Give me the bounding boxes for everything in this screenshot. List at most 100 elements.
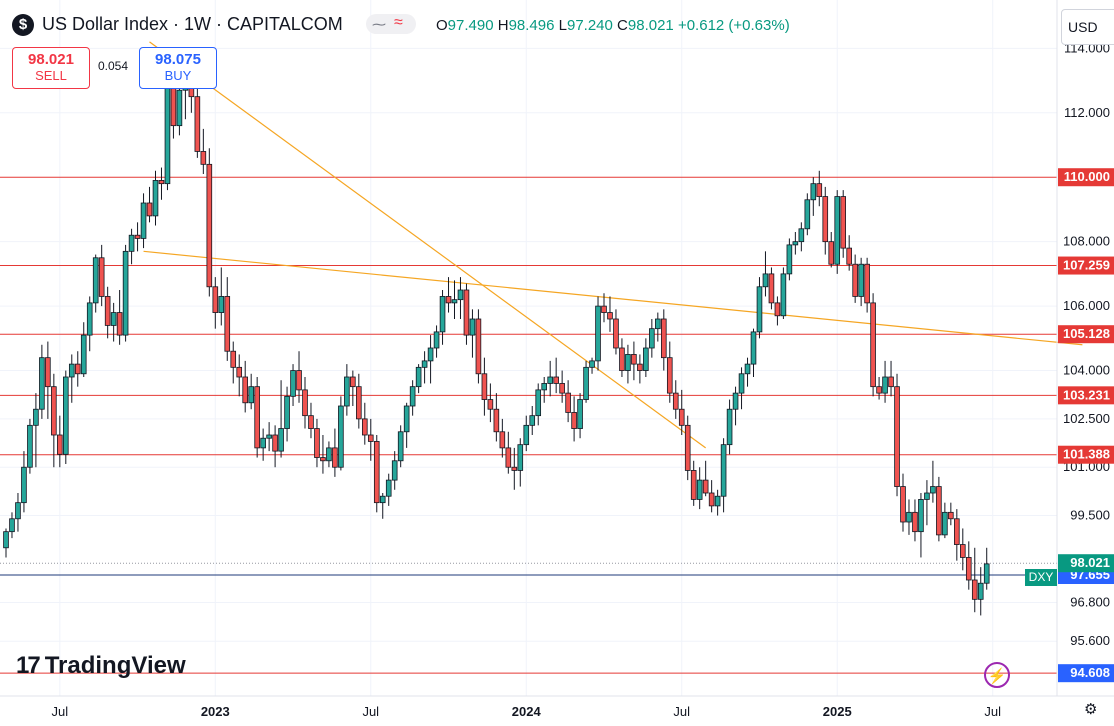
candle-body (649, 328, 655, 349)
level-price-label-bg (1058, 325, 1114, 344)
candle (218, 267, 225, 326)
candle-body (290, 370, 296, 397)
chart-mode-toggle[interactable]: ⁓ ≈ (366, 14, 416, 34)
currency-select[interactable]: USD (1061, 9, 1114, 45)
candle (756, 277, 763, 339)
candle-body (80, 334, 87, 375)
candle (678, 389, 685, 435)
time-axis[interactable]: Jul 2023 Jul 2024 Jul 2025 Jul (52, 704, 1002, 719)
candle (39, 344, 45, 419)
candle (57, 415, 63, 468)
sell-button[interactable]: 98.021 SELL (12, 47, 90, 89)
y-tick-label: 99.500 (1070, 508, 1110, 523)
candle (278, 380, 284, 458)
candle-body (637, 363, 643, 371)
bolt-icon[interactable]: ⚡ (984, 662, 1010, 688)
candle-body (936, 486, 942, 536)
candle-body (451, 299, 458, 304)
settings-gear-icon[interactable]: ⚙ (1084, 701, 1098, 718)
candle-body (487, 399, 494, 410)
candle (33, 393, 39, 468)
candle (744, 357, 751, 387)
level-price-label: 105.128 (1063, 326, 1110, 341)
buy-button[interactable]: 98.075 BUY (139, 47, 217, 89)
candle (391, 451, 398, 490)
level-price-label-bg (1058, 386, 1114, 405)
candle-body (571, 412, 577, 429)
low-value: 97.240 (566, 17, 613, 34)
high-value: 98.496 (508, 17, 555, 34)
candle (457, 277, 464, 319)
candle-body (338, 405, 344, 468)
candle-body (254, 386, 260, 449)
candle (864, 257, 870, 313)
candle (427, 335, 434, 384)
candle (110, 302, 117, 342)
buy-price: 98.075 (155, 51, 201, 68)
candle-body (960, 544, 966, 558)
candle (732, 386, 739, 426)
candle (206, 148, 213, 297)
candle (684, 415, 691, 481)
candle-body (708, 492, 715, 507)
candle-body (942, 511, 948, 536)
candle (475, 309, 482, 384)
candle (302, 377, 308, 429)
candle (858, 257, 864, 307)
candle (164, 80, 171, 191)
candle-body (666, 357, 673, 394)
tradingview-logo[interactable]: 17 TradingView (16, 652, 186, 680)
x-tick-label: Jul (52, 704, 69, 719)
candle (983, 547, 990, 590)
candle (846, 235, 852, 271)
candle (517, 438, 524, 487)
candle (726, 399, 733, 455)
candle-body (499, 431, 506, 449)
candle (314, 418, 320, 468)
buy-label: BUY (164, 68, 192, 83)
candle (762, 251, 769, 297)
candle (296, 351, 302, 403)
candle (487, 383, 494, 423)
candle (672, 380, 679, 419)
price-axis[interactable]: 114.000112.000108.000106.000104.000102.5… (1058, 40, 1114, 683)
level-price-label-bg (1058, 664, 1114, 683)
candle-body (3, 531, 9, 549)
candle (104, 286, 111, 339)
candle (876, 377, 882, 400)
candle (344, 364, 350, 416)
candle-body (523, 424, 530, 446)
candle (51, 373, 57, 468)
candle (750, 328, 757, 377)
candle-body (433, 331, 440, 349)
symbol-title[interactable]: US Dollar Index · 1W · CAPITALCOM (42, 14, 343, 34)
candle-body (625, 354, 631, 371)
candle-body (152, 180, 159, 217)
candle (888, 360, 894, 397)
candle-body (9, 518, 15, 533)
line-mode-icon: ⁓ (372, 16, 386, 32)
candle-body (493, 408, 500, 433)
candle-body (643, 347, 649, 371)
candle-body (391, 460, 398, 481)
candle-body (164, 83, 171, 185)
candle-body (774, 302, 781, 317)
candle (894, 373, 900, 497)
candle (702, 460, 709, 497)
candle (625, 344, 631, 384)
y-tick-label: 108.000 (1063, 234, 1110, 249)
candle-body (517, 444, 524, 471)
level-price-label: 101.388 (1063, 447, 1110, 462)
candle-body (361, 418, 368, 436)
candle-body (702, 479, 709, 494)
candle (15, 493, 21, 532)
candle (260, 428, 266, 461)
candle-body (242, 376, 249, 404)
candle (589, 357, 595, 374)
candle-body (894, 386, 900, 487)
trend-line (143, 250, 1083, 346)
candle (176, 83, 183, 136)
candle-body (475, 318, 482, 375)
candle (780, 267, 787, 319)
